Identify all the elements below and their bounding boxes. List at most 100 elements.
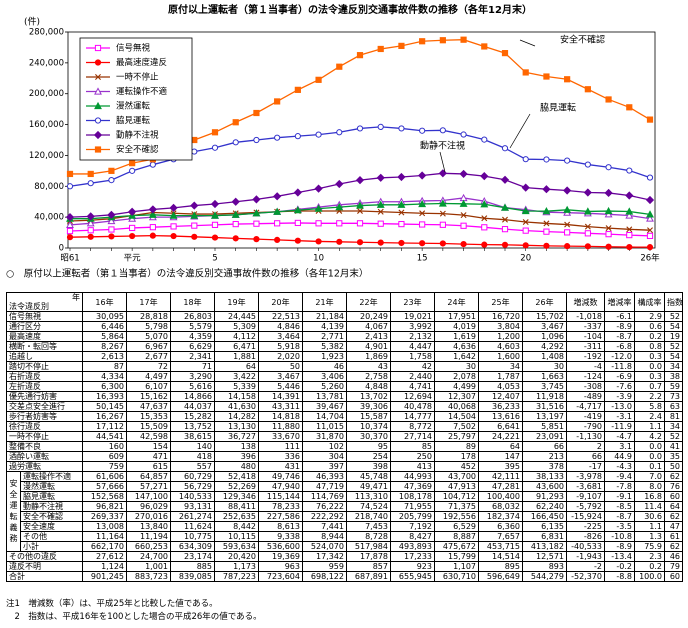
cell: 893: [522, 561, 567, 572]
cell: 44,541: [82, 431, 127, 442]
marker: [315, 131, 322, 138]
marker: [357, 207, 363, 214]
cell: 14,777: [390, 411, 435, 422]
cell: 14,818: [258, 411, 303, 422]
cell: -6.1: [604, 311, 635, 322]
cell: -790: [566, 421, 605, 432]
cell: 4,019: [434, 321, 479, 332]
marker: [129, 232, 136, 240]
cell: 10,115: [214, 531, 259, 542]
cell: 4.2: [634, 431, 665, 442]
cell: 12,694: [390, 391, 435, 402]
cell: 52: [664, 341, 683, 352]
cell: 75.9: [634, 541, 665, 552]
cell: 1,758: [390, 351, 435, 362]
marker: [336, 129, 343, 136]
cell: 63: [664, 401, 683, 412]
column-header: 16年: [82, 292, 127, 312]
marker: [128, 207, 137, 216]
marker: [211, 144, 219, 151]
cell: -9.1: [604, 491, 635, 502]
marker: [377, 220, 384, 227]
cell: 7,657: [478, 531, 523, 542]
cell: 596,649: [478, 571, 523, 582]
cell: 41,630: [214, 401, 259, 412]
cell: 8,442: [214, 521, 259, 532]
cell: 3,745: [522, 381, 567, 392]
cell: 14,704: [302, 411, 347, 422]
marker: [253, 136, 260, 144]
marker: [625, 211, 634, 219]
cell: 1,642: [434, 351, 479, 362]
cell: 15,702: [522, 311, 567, 322]
table-row: 横断・転回等 8,267 6,967 6,629 6,471 5,918 5,382 4,90…: [6, 341, 683, 352]
row-label: 歩行者妨害等: [6, 411, 83, 422]
cell: -3,681: [566, 481, 605, 492]
cell: -8.7: [604, 331, 635, 342]
cell: 42,111: [478, 471, 523, 482]
cell: 61,606: [82, 471, 127, 482]
cell: 4,359: [170, 331, 215, 342]
marker: [522, 242, 529, 249]
cell: 9,338: [258, 531, 303, 542]
cell: -15,924: [566, 511, 605, 522]
chart-title: 原付以上運転者（第１当事者）の法令違反別交通事故件数の推移（各年12月末）: [168, 3, 532, 16]
cell: 38: [664, 371, 683, 382]
marker: [646, 174, 654, 181]
table-row: 一時不停止 44,541 42,598 38,615 36,727 33,670 31,87…: [6, 431, 683, 442]
marker: [253, 109, 260, 117]
cell: 154: [126, 441, 171, 452]
marker: [563, 186, 572, 195]
cell: 1,408: [522, 351, 567, 362]
x-tick-label: 20: [520, 254, 531, 264]
cell: -6.9: [604, 371, 635, 382]
cell: -337: [566, 321, 605, 332]
marker: [501, 145, 509, 152]
legend-label: 運転操作不適: [116, 86, 168, 97]
marker: [439, 127, 446, 134]
marker: [335, 202, 344, 211]
cell: 43,600: [522, 481, 567, 492]
table-row: 動静不注視 96,821 96,029 93,131 88,411 78,233 76,22…: [7, 501, 683, 512]
cell: 39,467: [302, 401, 347, 412]
legend-label: 一時不停止: [116, 72, 159, 83]
column-header: 21年: [302, 292, 347, 312]
note: 2 指数は、平成16年を100とした場合の平成26年の値である。: [6, 612, 262, 622]
cell: 2: [566, 441, 605, 452]
marker: [480, 200, 489, 208]
cell: 3,422: [214, 371, 259, 382]
cell: 413,182: [522, 541, 567, 552]
marker: [501, 226, 509, 233]
marker: [605, 96, 612, 103]
cell: -124: [566, 371, 605, 382]
cell: 33,670: [258, 431, 303, 442]
cell: 0.2: [634, 561, 665, 572]
annotation: 脇見運転: [540, 103, 576, 114]
row-label: 通行区分: [6, 321, 83, 332]
cell: 0.1: [634, 461, 665, 472]
cell: 0.0: [634, 441, 665, 452]
cell: 20,249: [346, 311, 391, 322]
cell: 660,253: [126, 541, 171, 552]
cell: 5,070: [126, 331, 171, 342]
cell: 140: [170, 441, 215, 452]
marker: [149, 161, 156, 168]
cell: 17,951: [434, 311, 479, 322]
table-row: 整備不良 160 154 140 138 111 102 95 85 89 64 66 2 3.1 0.0 4…: [6, 441, 683, 452]
marker: [356, 125, 364, 132]
cell: 14,866: [170, 391, 215, 402]
cell: 66: [522, 441, 567, 452]
marker: [86, 212, 95, 221]
cell: 46: [302, 361, 347, 372]
cell: 24,445: [214, 311, 259, 322]
marker: [460, 212, 467, 219]
cell: 140,533: [170, 491, 215, 502]
cell: 13,197: [522, 411, 567, 422]
cell: 0.3: [634, 371, 665, 382]
cell: -192: [566, 351, 605, 362]
cell: 2,771: [302, 331, 347, 342]
cell: 787,223: [214, 571, 259, 582]
legend-label: 最高速度違反: [116, 57, 167, 68]
marker: [336, 63, 343, 70]
